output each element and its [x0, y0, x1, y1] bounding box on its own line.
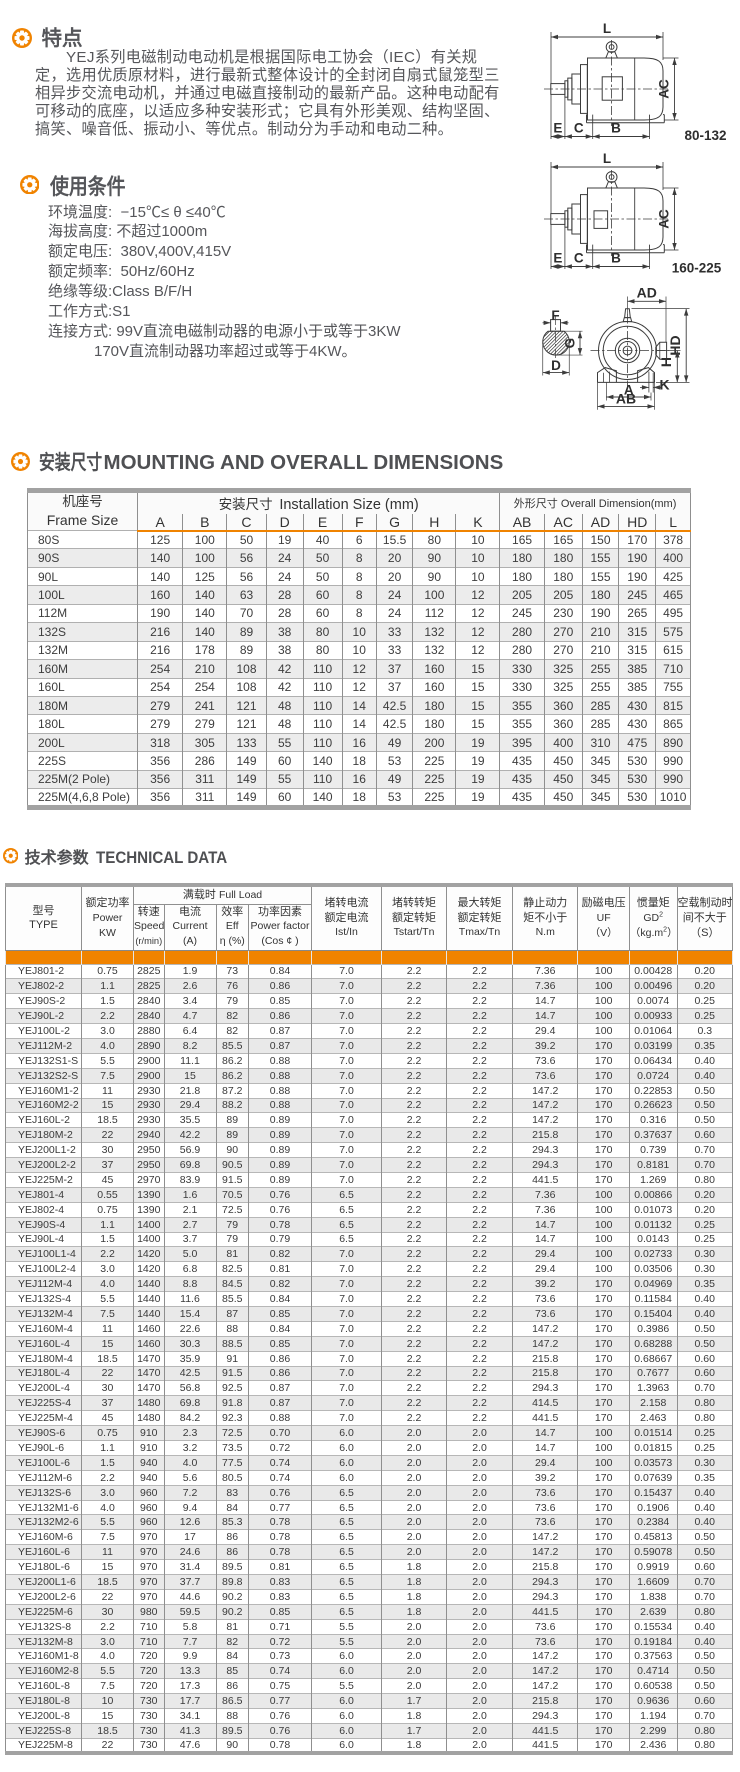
svg-text:H: H — [658, 357, 674, 367]
svg-text:80-132: 80-132 — [684, 128, 726, 143]
svg-text:AD: AD — [637, 284, 657, 300]
svg-text:C: C — [574, 121, 584, 136]
svg-text:G: G — [563, 338, 578, 349]
svg-text:160-225: 160-225 — [672, 261, 722, 276]
svg-text:B: B — [611, 251, 621, 266]
svg-text:L: L — [603, 151, 611, 166]
svg-text:HD: HD — [667, 335, 683, 355]
svg-text:A: A — [624, 383, 634, 398]
svg-text:K: K — [660, 377, 670, 393]
svg-text:E: E — [553, 251, 562, 266]
svg-text:AC: AC — [657, 79, 672, 99]
svg-text:AC: AC — [657, 209, 672, 229]
svg-text:B: B — [611, 121, 621, 136]
svg-text:L: L — [603, 21, 611, 36]
svg-text:D: D — [551, 358, 561, 373]
svg-text:F: F — [551, 308, 559, 323]
svg-text:C: C — [574, 251, 584, 266]
svg-text:E: E — [553, 121, 562, 136]
svg-text:AB: AB — [616, 391, 636, 407]
